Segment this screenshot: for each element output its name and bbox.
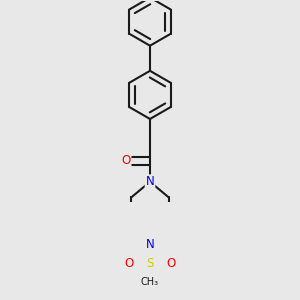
Text: N: N bbox=[146, 175, 154, 188]
Text: O: O bbox=[124, 257, 134, 270]
Text: O: O bbox=[166, 257, 176, 270]
Text: CH₃: CH₃ bbox=[141, 277, 159, 287]
Text: N: N bbox=[146, 238, 154, 251]
Text: S: S bbox=[146, 257, 154, 270]
Text: O: O bbox=[121, 154, 130, 167]
